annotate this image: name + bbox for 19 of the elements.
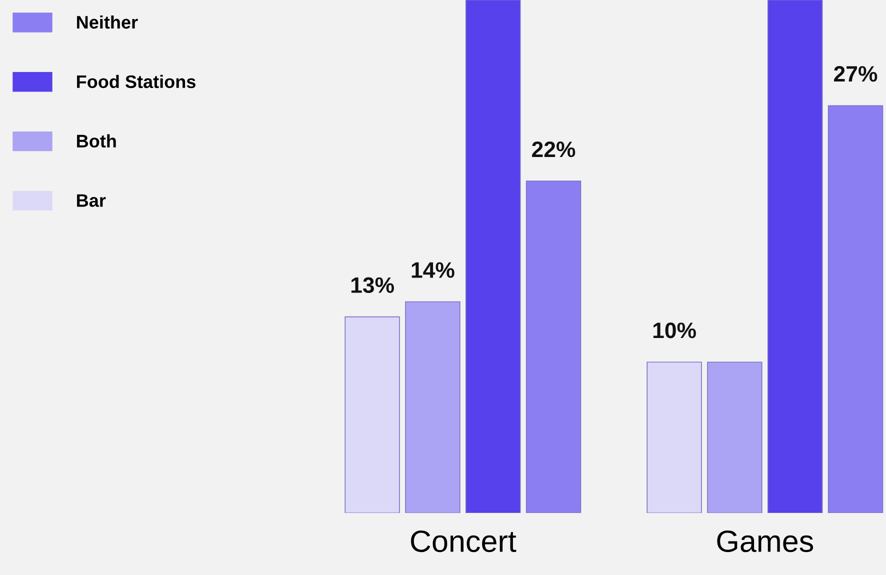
legend-label: Food Stations <box>77 74 196 88</box>
data-label: 27% <box>834 66 878 82</box>
data-label: 10% <box>653 322 696 338</box>
x-tick-label: Games <box>717 530 814 552</box>
bar <box>828 105 884 513</box>
bar <box>768 0 823 513</box>
data-label: 14% <box>412 262 454 278</box>
legend-label: Both <box>77 134 116 148</box>
bar <box>646 362 702 513</box>
data-label: 22% <box>532 141 576 158</box>
x-tick-label: Concert <box>410 530 516 552</box>
bar <box>466 0 521 513</box>
legend-label: Neither <box>77 15 138 29</box>
bar <box>526 180 582 513</box>
data-label: 13% <box>351 277 394 294</box>
bar <box>344 316 400 513</box>
bar <box>707 362 762 513</box>
bar <box>405 301 460 513</box>
legend-label: Bar <box>77 194 106 207</box>
